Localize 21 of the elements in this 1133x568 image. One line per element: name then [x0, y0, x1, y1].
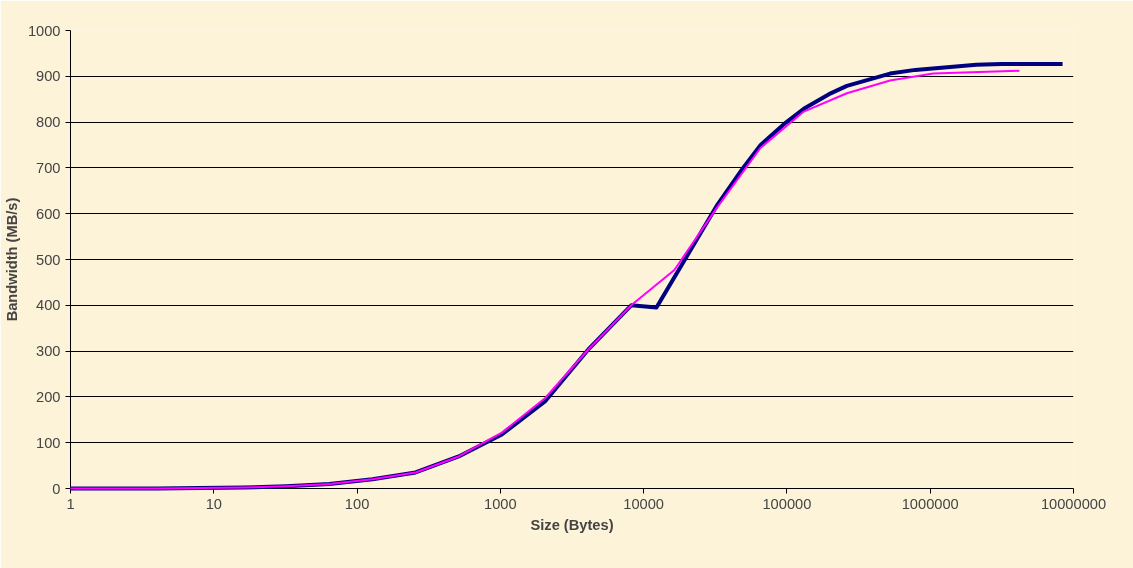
- x-tick-label: 10000: [623, 495, 665, 512]
- y-tick-label: 1000: [27, 22, 61, 39]
- x-tick-label: 100000: [762, 495, 812, 512]
- y-tick-label: 100: [36, 434, 61, 451]
- x-tick-label: 100: [344, 495, 370, 512]
- y-tick-label: 0: [52, 480, 61, 497]
- x-tick-label: 10: [205, 495, 222, 512]
- x-tick-label: 1: [66, 495, 75, 512]
- x-axis-title: Size (Bytes): [530, 516, 614, 533]
- y-tick-label: 400: [36, 297, 61, 314]
- y-tick-label: 900: [36, 68, 61, 85]
- y-tick-label: 600: [36, 205, 61, 222]
- y-tick-label: 800: [36, 114, 61, 131]
- x-tick-label: 1000: [484, 495, 517, 512]
- y-tick-label: 700: [36, 159, 61, 176]
- y-axis-title: Bandwidth (MB/s): [3, 197, 20, 322]
- y-tick-label: 500: [36, 251, 61, 268]
- x-tick-label: 1000000: [901, 495, 959, 512]
- y-tick-label: 200: [36, 388, 61, 405]
- y-tick-label: 300: [36, 343, 61, 360]
- x-tick-label: 10000000: [1040, 495, 1107, 512]
